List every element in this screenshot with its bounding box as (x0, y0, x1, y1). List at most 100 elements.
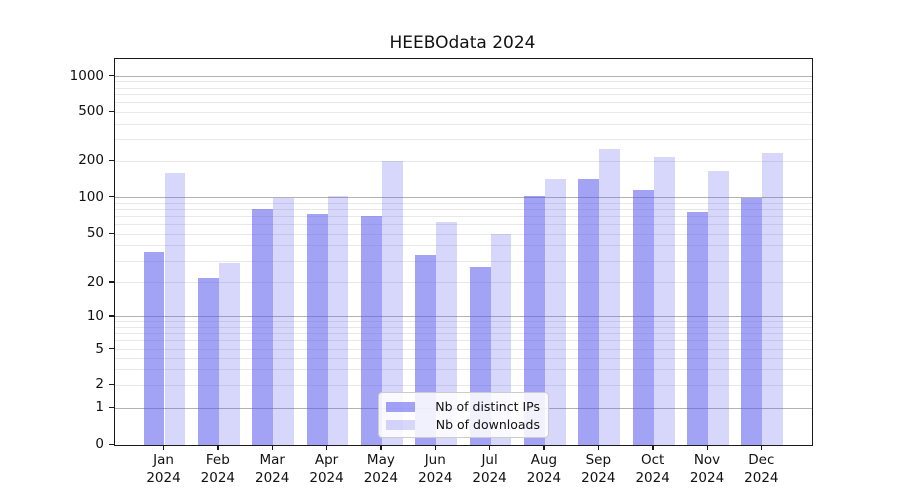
y-tick-label: 10 (86, 307, 104, 324)
y-tick-label: 20 (86, 273, 104, 290)
gridline-minor (115, 123, 812, 125)
y-tick-label: 5 (95, 340, 104, 357)
y-tick-label: 1000 (69, 67, 104, 84)
x-tick-label: Jan 2024 (146, 452, 181, 486)
bar-distinct-ips (252, 209, 274, 445)
x-tick-label: Oct 2024 (635, 452, 670, 486)
gridline-minor (115, 384, 812, 386)
x-tick-mark (706, 445, 708, 450)
gridline-minor (115, 87, 812, 89)
legend-label-distinct-ips: Nb of distinct IPs (435, 399, 540, 414)
y-tick-label: 50 (86, 225, 104, 242)
chart-title: HEEBOdata 2024 (389, 33, 536, 53)
gridline-minor (115, 260, 812, 262)
bar-downloads (381, 161, 403, 445)
y-tick-mark (109, 315, 114, 317)
gridline-minor (115, 223, 812, 225)
x-tick-label: Feb 2024 (200, 452, 236, 486)
bar-distinct-ips (197, 277, 219, 445)
x-tick-mark (543, 445, 545, 450)
bar-distinct-ips (687, 212, 708, 445)
bar-distinct-ips (741, 198, 763, 445)
y-tick-label: 500 (78, 103, 104, 120)
x-tick-mark (760, 445, 763, 450)
gridline-minor (115, 111, 812, 113)
x-tick-mark (380, 445, 382, 450)
bar-distinct-ips (361, 216, 382, 445)
y-tick-mark (109, 196, 114, 198)
gridline-minor (115, 81, 812, 83)
gridline-minor (115, 215, 812, 217)
bar-downloads (708, 171, 729, 445)
y-tick-mark (109, 281, 114, 283)
y-tick-mark (109, 383, 114, 385)
gridline-minor (115, 321, 812, 323)
x-tick-label: May 2024 (363, 452, 399, 486)
bar-downloads (327, 195, 349, 445)
bar-downloads (273, 197, 295, 445)
x-tick-mark (271, 445, 274, 450)
bar-downloads (218, 263, 240, 445)
bar-distinct-ips (143, 251, 165, 445)
x-tick-label: Sep 2024 (581, 452, 616, 486)
gridline-minor (115, 340, 812, 342)
y-tick-label: 1 (95, 399, 104, 416)
gridline-minor (115, 368, 812, 370)
x-tick-mark (217, 445, 219, 450)
bar-downloads (599, 149, 621, 445)
y-tick-mark (109, 348, 114, 350)
gridline-minor (115, 245, 812, 247)
x-tick-label: Apr 2024 (309, 452, 344, 486)
legend-item-downloads: Nb of downloads (386, 416, 540, 433)
y-tick-mark (109, 75, 114, 77)
gridline-minor (115, 349, 812, 351)
y-tick-mark (109, 110, 114, 113)
x-tick-mark (597, 445, 600, 450)
gridline-minor (115, 333, 812, 335)
gridline-minor (115, 233, 812, 235)
x-tick-mark (326, 445, 328, 450)
legend-swatch-downloads (386, 419, 415, 430)
y-tick-mark (109, 443, 114, 445)
bar-distinct-ips (578, 178, 600, 445)
gridline-minor (115, 94, 812, 96)
gridline-minor (115, 160, 812, 162)
bar-distinct-ips (524, 196, 545, 445)
x-tick-label: Nov 2024 (689, 452, 725, 486)
gridline-major (115, 76, 812, 77)
bar-downloads (762, 153, 784, 445)
y-tick-label: 200 (78, 152, 104, 169)
gridline-minor (115, 208, 812, 210)
bar-distinct-ips (632, 190, 654, 445)
bar-downloads (164, 172, 186, 445)
y-tick-mark (109, 406, 114, 409)
x-tick-label: Jun 2024 (418, 452, 453, 486)
x-tick-mark (489, 445, 491, 450)
bar-downloads (436, 221, 458, 445)
x-tick-mark (434, 445, 437, 450)
gridline-minor (115, 326, 812, 328)
bar-distinct-ips (306, 214, 328, 445)
x-tick-label: Aug 2024 (526, 452, 562, 486)
gridline-minor (115, 139, 812, 141)
legend-swatch-distinct-ips (386, 401, 415, 412)
plot-area (114, 58, 813, 446)
y-tick-mark (109, 232, 114, 234)
gridline-major (115, 316, 812, 318)
bar-downloads (544, 179, 566, 445)
x-tick-label: Mar 2024 (255, 452, 290, 486)
gridline-minor (115, 102, 812, 104)
gridline-major (115, 197, 812, 198)
gridline-minor (115, 202, 812, 204)
gridline-minor (115, 357, 812, 359)
x-tick-label: Dec 2024 (744, 452, 779, 486)
y-tick-label: 2 (95, 376, 104, 392)
x-tick-mark (652, 445, 654, 450)
legend-label-downloads: Nb of downloads (435, 417, 540, 432)
bar-downloads (653, 157, 675, 445)
legend-item-distinct-ips: Nb of distinct IPs (386, 398, 540, 415)
y-tick-label: 100 (78, 188, 104, 205)
gridline-minor (115, 282, 812, 284)
y-tick-label: 0 (95, 436, 104, 452)
